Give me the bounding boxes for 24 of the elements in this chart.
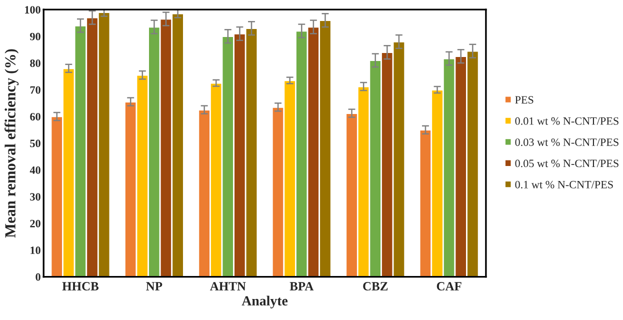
- y-tick-label: 0: [36, 273, 40, 281]
- x-tick-label: AHTN: [210, 282, 246, 290]
- y-tick-label: 60: [30, 112, 40, 120]
- x-tick-label: CBZ: [363, 282, 388, 290]
- x-tick-label: HHCB: [62, 282, 99, 290]
- y-tick-label: 90: [30, 32, 40, 40]
- y-tick-label: 40: [30, 166, 40, 174]
- x-axis-title: Analyte: [242, 296, 288, 308]
- x-tick-label: CAF: [436, 282, 462, 290]
- y-tick-label: 10: [30, 246, 40, 254]
- y-tick-label: 100: [25, 6, 40, 14]
- y-axis-title: Mean removal efficiency (%): [4, 49, 19, 238]
- legend-label: 0.03 wt % N-CNT/PES: [515, 138, 618, 146]
- y-tick-label: 30: [30, 193, 40, 201]
- legend-label: 0.01 wt % N-CNT/PES: [515, 117, 618, 125]
- x-tick-label: NP: [146, 282, 162, 290]
- y-tick-label: 70: [30, 86, 40, 94]
- legend-label: 0.1 wt % N-CNT/PES: [515, 180, 613, 188]
- legend-label: 0.05 wt % N-CNT/PES: [515, 160, 618, 168]
- y-tick-label: 50: [30, 140, 40, 148]
- y-tick-label: 80: [30, 60, 40, 68]
- y-tick-label: 20: [30, 220, 40, 228]
- legend-label: PES: [515, 96, 534, 104]
- x-tick-label: BPA: [290, 282, 314, 290]
